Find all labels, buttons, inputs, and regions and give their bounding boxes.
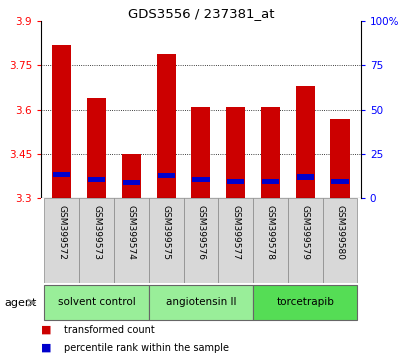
Bar <box>148 198 183 283</box>
Bar <box>252 285 357 320</box>
Text: angiotensin II: angiotensin II <box>165 297 236 307</box>
Text: GSM399573: GSM399573 <box>92 205 101 260</box>
Text: percentile rank within the sample: percentile rank within the sample <box>63 343 228 353</box>
Text: ■: ■ <box>41 343 52 353</box>
Bar <box>295 86 314 198</box>
Bar <box>330 119 348 198</box>
Bar <box>218 198 252 283</box>
Bar <box>252 198 287 283</box>
Bar <box>53 172 70 177</box>
Bar <box>79 198 114 283</box>
Title: GDS3556 / 237381_at: GDS3556 / 237381_at <box>127 7 274 20</box>
Text: solvent control: solvent control <box>58 297 135 307</box>
Text: ■: ■ <box>41 325 52 335</box>
Bar <box>225 107 245 198</box>
Bar <box>156 54 175 198</box>
Text: transformed count: transformed count <box>63 325 154 335</box>
Bar <box>44 198 79 283</box>
Text: GSM399577: GSM399577 <box>231 205 240 260</box>
Text: torcetrapib: torcetrapib <box>276 297 333 307</box>
Bar <box>287 198 322 283</box>
Bar <box>191 107 210 198</box>
Bar <box>88 177 105 182</box>
Text: agent: agent <box>4 298 36 308</box>
Text: GSM399578: GSM399578 <box>265 205 274 260</box>
Bar <box>157 173 174 178</box>
Bar <box>183 198 218 283</box>
Bar <box>192 177 209 182</box>
Bar <box>121 154 141 198</box>
Bar <box>122 179 139 185</box>
Bar <box>322 198 357 283</box>
Text: GSM399576: GSM399576 <box>196 205 205 260</box>
Bar <box>260 107 279 198</box>
Bar <box>148 285 252 320</box>
Bar <box>52 45 71 198</box>
Bar <box>114 198 148 283</box>
Text: GSM399579: GSM399579 <box>300 205 309 260</box>
Bar <box>227 179 244 184</box>
Bar <box>261 179 279 184</box>
Text: GSM399580: GSM399580 <box>335 205 344 260</box>
Text: GSM399575: GSM399575 <box>161 205 170 260</box>
Text: GSM399574: GSM399574 <box>126 205 135 260</box>
Bar <box>44 285 148 320</box>
Text: GSM399572: GSM399572 <box>57 205 66 260</box>
Bar <box>87 98 106 198</box>
Bar <box>296 174 313 179</box>
Bar <box>330 179 348 184</box>
